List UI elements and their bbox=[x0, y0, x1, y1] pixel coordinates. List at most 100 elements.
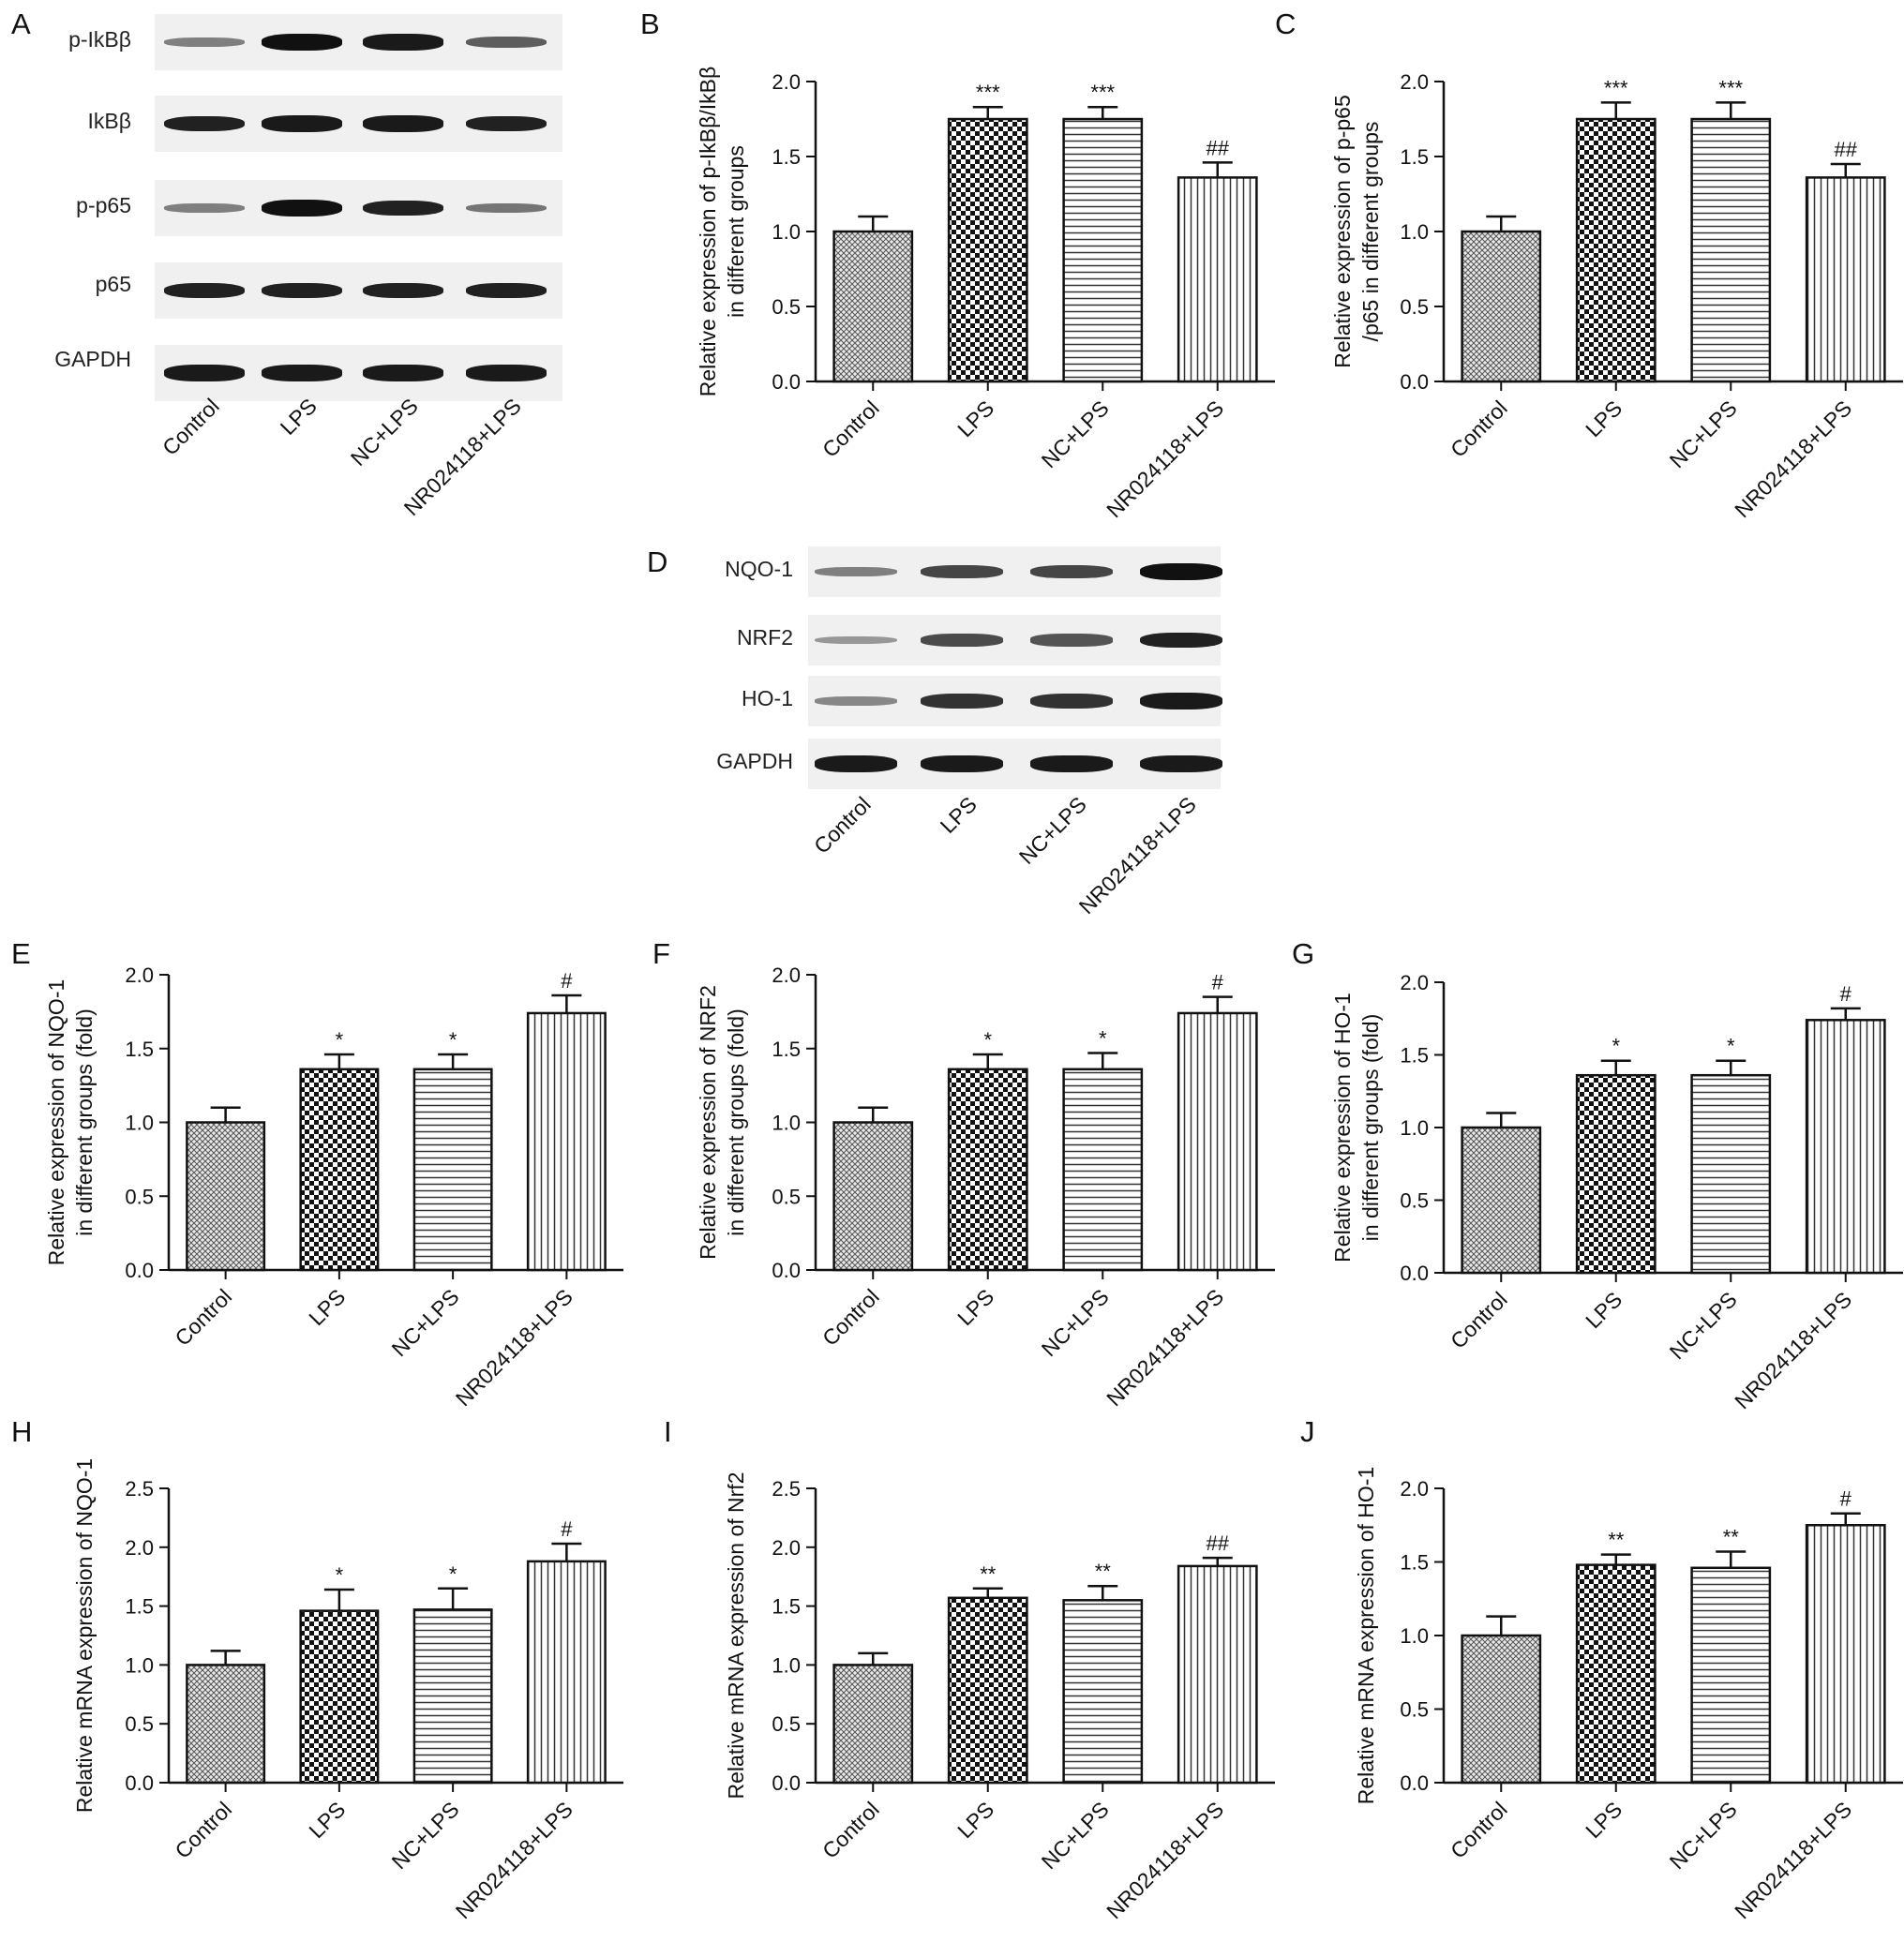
blot-band-ho-1-nr024118-lps bbox=[1140, 693, 1222, 710]
y-tick-label-e-2: 1.0 bbox=[125, 1112, 154, 1135]
y-tick-label-e-0: 0.0 bbox=[125, 1259, 154, 1282]
x-tick-label-e-control: Control bbox=[170, 1284, 236, 1351]
significance-j-2: ** bbox=[1723, 1526, 1740, 1549]
y-axis-title-g-1: in different groups (fold) bbox=[1358, 1014, 1383, 1242]
x-tick-label-j-control: Control bbox=[1446, 1797, 1512, 1863]
y-tick-label-g-0: 0.0 bbox=[1400, 1262, 1429, 1285]
blot-band-ho-1-nc-lps bbox=[1030, 694, 1113, 709]
y-tick-label-f-2: 1.0 bbox=[772, 1112, 801, 1135]
blot-band-gapdh-nr024118-lps bbox=[1140, 755, 1222, 772]
bar-f-nr024118-lps bbox=[1177, 1011, 1258, 1272]
significance-g-1: * bbox=[1612, 1035, 1620, 1058]
panel-letter-i: I bbox=[664, 1415, 672, 1448]
bar-h-control bbox=[186, 1664, 266, 1785]
bar-j-nr024118-lps bbox=[1805, 1524, 1886, 1785]
y-tick-label-i-0: 0.0 bbox=[772, 1771, 801, 1795]
y-tick-label-e-1: 0.5 bbox=[125, 1185, 154, 1208]
y-tick-label-f-1: 0.5 bbox=[772, 1185, 801, 1208]
significance-f-1: * bbox=[983, 1028, 992, 1052]
x-tick-label-f-control: Control bbox=[817, 1284, 884, 1351]
bar-i-nc-lps bbox=[1062, 1599, 1144, 1785]
y-axis-title-c-0: Relative expression of p-p65 bbox=[1330, 95, 1355, 368]
blot-band-p-p65-control bbox=[164, 202, 245, 214]
significance-c-3: ## bbox=[1835, 138, 1858, 161]
panel-letter-f: F bbox=[652, 937, 670, 970]
significance-h-3: # bbox=[561, 1517, 573, 1541]
significance-c-2: *** bbox=[1718, 76, 1743, 99]
y-tick-label-i-1: 0.5 bbox=[772, 1712, 801, 1736]
x-tick-label-e-lps: LPS bbox=[304, 1284, 350, 1330]
x-tick-label-c-nr024118-lps: NR024118+LPS bbox=[1730, 396, 1856, 522]
y-tick-label-j-0: 0.0 bbox=[1400, 1771, 1429, 1795]
y-tick-label-c-3: 1.5 bbox=[1400, 145, 1429, 169]
y-axis-title-c-1: /p65 in different groups bbox=[1358, 122, 1383, 342]
blot-band-nqo-1-nc-lps bbox=[1030, 564, 1113, 579]
x-tick-label-g-nr024118-lps: NR024118+LPS bbox=[1730, 1287, 1856, 1413]
panel-letter-j: J bbox=[1300, 1415, 1315, 1448]
y-tick-label-j-4: 2.0 bbox=[1400, 1477, 1429, 1501]
significance-i-2: ** bbox=[1095, 1560, 1112, 1583]
blot-row-label-ho-1: HO-1 bbox=[742, 686, 793, 710]
x-tick-label-f-nr024118-lps: NR024118+LPS bbox=[1102, 1284, 1228, 1411]
blot-band-gapdh-lps bbox=[262, 365, 342, 381]
blot-band-ho-1-control bbox=[815, 696, 897, 706]
panel-letter-d: D bbox=[647, 545, 668, 578]
y-tick-label-h-5: 2.5 bbox=[125, 1477, 154, 1501]
x-tick-label-b-nr024118-lps: NR024118+LPS bbox=[1102, 396, 1228, 522]
blot-band-nrf2-control bbox=[815, 635, 897, 645]
y-axis-title-f-1: in different groups (fold) bbox=[724, 1008, 748, 1236]
blot-band-gapdh-nc-lps bbox=[1030, 755, 1113, 772]
blot-band-p-ikb-nc-lps bbox=[363, 34, 443, 51]
y-tick-label-j-1: 0.5 bbox=[1400, 1698, 1429, 1722]
blot-band-ho-1-lps bbox=[921, 694, 1003, 709]
significance-h-1: * bbox=[336, 1563, 344, 1587]
y-tick-label-i-4: 2.0 bbox=[772, 1536, 801, 1560]
y-axis-title-e-0: Relative expression of NQO-1 bbox=[44, 979, 68, 1266]
y-tick-label-h-0: 0.0 bbox=[125, 1771, 154, 1795]
bar-j-control bbox=[1461, 1634, 1542, 1785]
bar-f-nc-lps bbox=[1062, 1068, 1144, 1272]
x-tick-label-j-nc-lps: NC+LPS bbox=[1665, 1797, 1742, 1874]
y-axis-title-h-0: Relative mRNA expression of NQO-1 bbox=[72, 1458, 97, 1813]
blot-band-p-ikb-control bbox=[164, 37, 245, 48]
blot-band-gapdh-lps bbox=[921, 755, 1003, 772]
blot-row-label-p65: p65 bbox=[95, 272, 131, 296]
x-tick-label-h-lps: LPS bbox=[304, 1797, 350, 1843]
y-tick-label-c-4: 2.0 bbox=[1400, 70, 1429, 94]
blot-row-label-nrf2: NRF2 bbox=[736, 625, 793, 650]
blot-band-ikb-nr024118-lps bbox=[466, 115, 547, 132]
significance-j-3: # bbox=[1840, 1487, 1852, 1511]
blot-band-nqo-1-lps bbox=[921, 564, 1003, 579]
bar-i-lps bbox=[947, 1596, 1028, 1785]
x-tick-label-c-lps: LPS bbox=[1581, 396, 1627, 441]
y-tick-label-b-4: 2.0 bbox=[772, 70, 801, 94]
x-tick-label-h-control: Control bbox=[170, 1797, 236, 1863]
y-axis-title-j-0: Relative mRNA expression of HO-1 bbox=[1354, 1467, 1378, 1804]
significance-j-1: ** bbox=[1608, 1529, 1625, 1552]
y-tick-label-i-2: 1.0 bbox=[772, 1653, 801, 1677]
y-tick-label-c-1: 0.5 bbox=[1400, 295, 1429, 319]
bar-h-lps bbox=[299, 1609, 380, 1785]
significance-i-3: ## bbox=[1207, 1531, 1230, 1555]
significance-c-1: *** bbox=[1604, 76, 1628, 99]
panel-letter-g: G bbox=[1292, 937, 1315, 970]
significance-e-3: # bbox=[561, 969, 573, 993]
y-tick-label-f-3: 1.5 bbox=[772, 1038, 801, 1061]
y-axis-title-b-0: Relative expression of p-IkBβ/IkBβ bbox=[696, 67, 720, 396]
bar-h-nr024118-lps bbox=[526, 1560, 607, 1785]
x-tick-label-i-lps: LPS bbox=[952, 1797, 998, 1843]
x-tick-label-i-control: Control bbox=[817, 1797, 884, 1863]
blot-row-label-gapdh: GAPDH bbox=[716, 749, 793, 773]
blot-band-ikb-control bbox=[164, 115, 245, 132]
bar-b-nc-lps bbox=[1062, 117, 1144, 383]
bar-e-control bbox=[186, 1121, 266, 1272]
blot-band-nrf2-nr024118-lps bbox=[1140, 632, 1222, 649]
bar-g-lps bbox=[1575, 1073, 1657, 1275]
y-tick-label-i-5: 2.5 bbox=[772, 1477, 801, 1501]
blot-band-ikb-lps bbox=[262, 115, 342, 132]
blot-band-ikb-nc-lps bbox=[363, 115, 443, 132]
bar-b-lps bbox=[947, 117, 1028, 383]
blot-band-p65-nr024118-lps bbox=[466, 282, 547, 299]
panel-letter-e: E bbox=[11, 937, 31, 970]
significance-e-2: * bbox=[449, 1028, 457, 1052]
